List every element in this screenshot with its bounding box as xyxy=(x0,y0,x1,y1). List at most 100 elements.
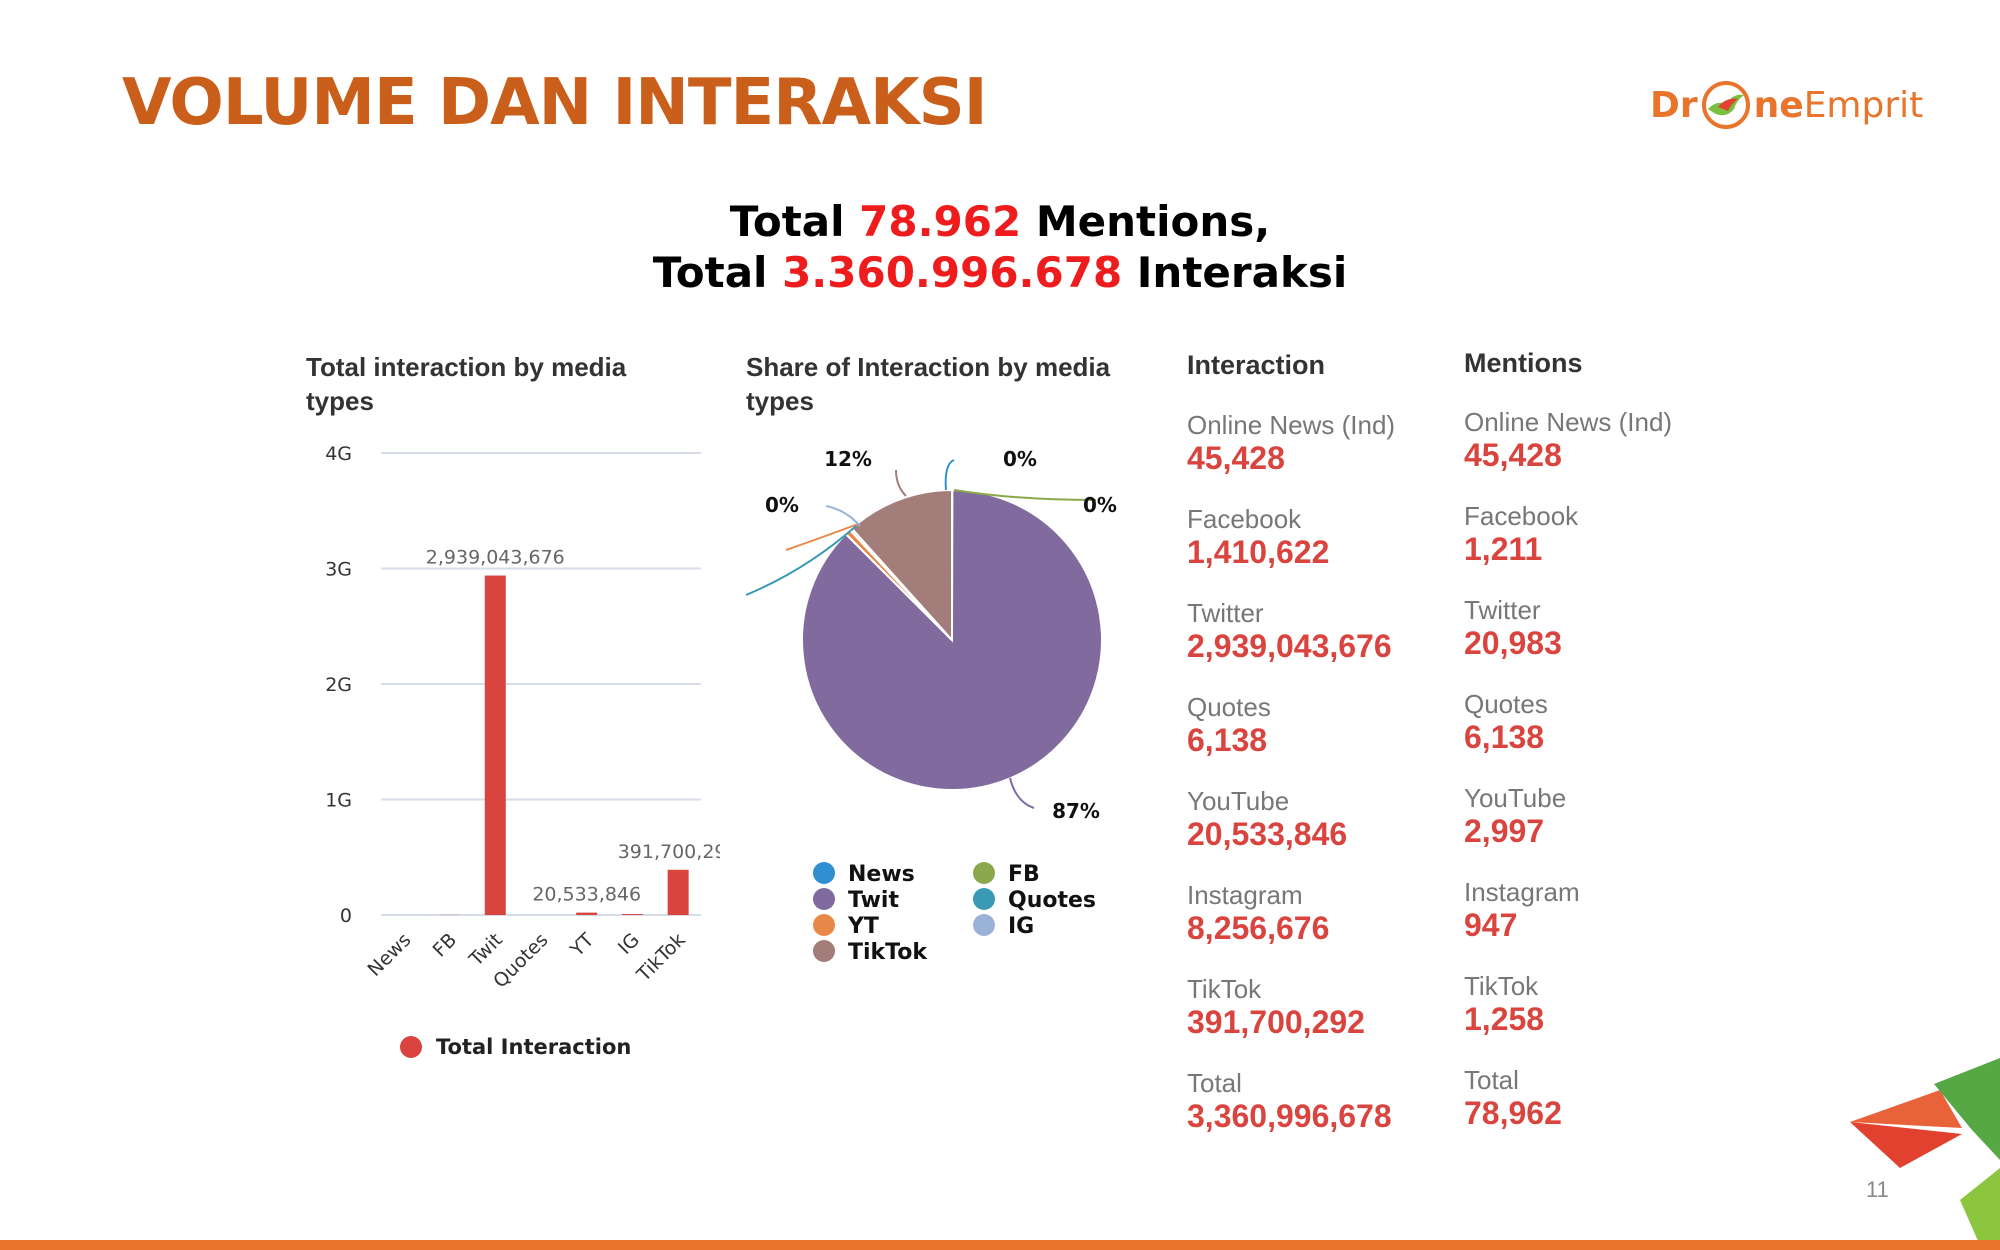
pie-connector-news xyxy=(946,460,954,490)
pie-label-yt: 0% xyxy=(765,493,799,517)
interaction-value-6: 391,700,292 xyxy=(1187,1004,1365,1041)
mentions-label-1: Facebook xyxy=(1464,501,1578,532)
bar-chart-title-line1: Total interaction by media xyxy=(306,350,626,384)
mentions-value-7: 78,962 xyxy=(1464,1095,1562,1132)
interaction-value-5: 8,256,676 xyxy=(1187,910,1329,947)
bar-data-label: 2,939,043,676 xyxy=(426,547,565,569)
logo-text-part3: Emprit xyxy=(1804,85,1924,126)
bar-ytick-label: 1G xyxy=(325,790,352,812)
bar-xtick-label: FB xyxy=(429,929,462,962)
interaction-value-2: 2,939,043,676 xyxy=(1187,628,1392,665)
mentions-label-6: TikTok xyxy=(1464,971,1538,1002)
pie-label-twit: 87% xyxy=(1052,799,1100,823)
pie-legend-dot-fb-icon xyxy=(973,862,995,884)
interaction-label-1: Facebook xyxy=(1187,504,1301,535)
drone-emprit-logo: Dr ne Emprit xyxy=(1650,72,1923,138)
bar-chart-title: Total interaction by media types xyxy=(306,350,626,418)
pie-legend-label-ig: IG xyxy=(1008,914,1034,939)
bar-ytick-label: 2G xyxy=(325,674,352,696)
headline-line2-suffix: Interaksi xyxy=(1122,248,1347,297)
pie-legend-label-news: News xyxy=(848,862,915,887)
pie-legend-dot-quotes-icon xyxy=(973,888,995,910)
pie-legend-dot-twit-icon xyxy=(813,888,835,910)
mentions-label-2: Twitter xyxy=(1464,595,1541,626)
bar-data-label: 391,700,292 xyxy=(618,841,720,863)
pie-legend-label-yt: YT xyxy=(847,914,879,939)
bottom-accent-bar xyxy=(0,1240,2000,1250)
bar-chart-title-line2: types xyxy=(306,384,626,418)
pie-label-news: 0% xyxy=(1003,447,1037,471)
headline-interactions: Total 3.360.996.678 Interaksi xyxy=(0,248,2000,297)
page-number: 11 xyxy=(1866,1177,1889,1203)
bar-legend-label: Total Interaction xyxy=(436,1035,631,1059)
bar-xtick-label: News xyxy=(364,929,416,981)
interaction-value-4: 20,533,846 xyxy=(1187,816,1347,853)
pie-label-tiktok: 12% xyxy=(824,447,872,471)
mentions-label-3: Quotes xyxy=(1464,689,1548,720)
mentions-value-2: 20,983 xyxy=(1464,625,1562,662)
mentions-value-6: 1,258 xyxy=(1464,1001,1544,1038)
pie-chart: 0% 0% 12% 0% 87% News FB Twit Quotes YT IG TikTok xyxy=(746,430,1166,990)
bar-data-label: 20,533,846 xyxy=(532,884,641,906)
headline-mentions-value: 78.962 xyxy=(859,197,1021,246)
pie-label-fb: 0% xyxy=(1083,493,1117,517)
headline-line2-prefix: Total xyxy=(653,248,782,297)
headline-interaction-value: 3.360.996.678 xyxy=(782,248,1122,297)
bar-yt xyxy=(576,913,597,915)
bar-xtick-label: YT xyxy=(566,929,599,962)
interaction-label-2: Twitter xyxy=(1187,598,1264,629)
interaction-label-6: TikTok xyxy=(1187,974,1261,1005)
slide-title: VOLUME DAN INTERAKSI xyxy=(122,66,987,140)
mentions-label-5: Instagram xyxy=(1464,877,1580,908)
interaction-value-1: 1,410,622 xyxy=(1187,534,1329,571)
interaction-label-0: Online News (Ind) xyxy=(1187,410,1395,441)
logo-text-part2: ne xyxy=(1754,85,1804,126)
decorative-corner-shape xyxy=(1840,1050,2000,1250)
bar-ytick-label: 0 xyxy=(340,905,352,927)
bird-circle-icon xyxy=(1700,79,1752,131)
bar-ig xyxy=(622,914,643,915)
pie-chart-title: Share of Interaction by media types xyxy=(746,350,1110,418)
interaction-value-7: 3,360,996,678 xyxy=(1187,1098,1392,1135)
interaction-label-4: YouTube xyxy=(1187,786,1289,817)
pie-chart-title-line2: types xyxy=(746,384,1110,418)
mentions-label-7: Total xyxy=(1464,1065,1519,1096)
pie-chart-title-line1: Share of Interaction by media xyxy=(746,350,1110,384)
mentions-label-4: YouTube xyxy=(1464,783,1566,814)
pie-legend-dot-tiktok-icon xyxy=(813,940,835,962)
bar-ytick-label: 3G xyxy=(325,559,352,581)
logo-text-part1: Dr xyxy=(1650,85,1698,126)
bar-xtick-label: TikTok xyxy=(632,929,689,986)
mentions-label-0: Online News (Ind) xyxy=(1464,407,1672,438)
pie-legend-dot-ig-icon xyxy=(973,914,995,936)
mentions-heading: Mentions xyxy=(1464,348,1583,379)
interaction-value-0: 45,428 xyxy=(1187,440,1285,477)
interaction-heading: Interaction xyxy=(1187,350,1325,381)
pie-connector-tiktok xyxy=(896,470,906,496)
headline-mentions: Total 78.962 Mentions, xyxy=(0,197,2000,246)
pie-legend-dot-news-icon xyxy=(813,862,835,884)
mentions-value-4: 2,997 xyxy=(1464,813,1544,850)
interaction-label-7: Total xyxy=(1187,1068,1242,1099)
pie-connector-ig xyxy=(826,506,860,526)
pie-legend-label-fb: FB xyxy=(1008,862,1040,887)
pie-legend-dot-yt-icon xyxy=(813,914,835,936)
headline-line1-prefix: Total xyxy=(730,197,859,246)
interaction-value-3: 6,138 xyxy=(1187,722,1267,759)
mentions-value-3: 6,138 xyxy=(1464,719,1544,756)
interaction-label-3: Quotes xyxy=(1187,692,1271,723)
mentions-value-5: 947 xyxy=(1464,907,1517,944)
bar-tiktok xyxy=(668,870,689,915)
bar-xtick-label: IG xyxy=(614,929,644,959)
headline-line1-suffix: Mentions, xyxy=(1021,197,1270,246)
bar-ytick-label: 4G xyxy=(325,443,352,465)
pie-connector-twit xyxy=(1010,778,1034,808)
pie-legend-label-twit: Twit xyxy=(848,888,899,913)
legend-dot-icon xyxy=(400,1036,422,1058)
bar-twit xyxy=(485,576,506,915)
pie-legend-label-quotes: Quotes xyxy=(1008,888,1096,913)
mentions-value-1: 1,211 xyxy=(1464,531,1542,568)
pie-legend-label-tiktok: TikTok xyxy=(848,940,928,965)
mentions-value-0: 45,428 xyxy=(1464,437,1562,474)
